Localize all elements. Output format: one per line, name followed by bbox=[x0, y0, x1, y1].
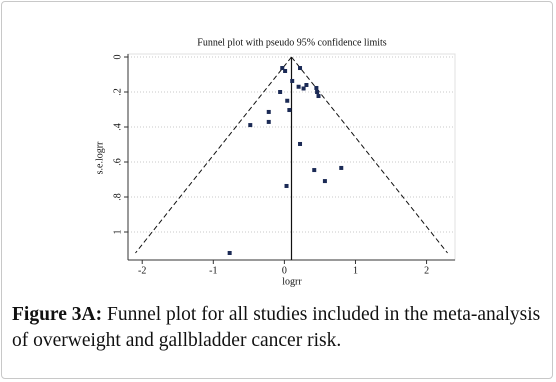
x-tick-label: 0 bbox=[282, 265, 287, 276]
study-point bbox=[296, 84, 301, 89]
x-tick-label: 2 bbox=[424, 265, 429, 276]
x-tick-label: -1 bbox=[209, 265, 217, 276]
study-point bbox=[322, 179, 327, 184]
study-point bbox=[285, 98, 290, 103]
study-point bbox=[339, 165, 344, 170]
study-point bbox=[227, 251, 232, 255]
y-axis-label: s.e.logrr bbox=[94, 141, 105, 174]
y-tick-label: .8 bbox=[112, 193, 123, 201]
study-point bbox=[248, 123, 253, 128]
study-point bbox=[278, 90, 283, 94]
study-point bbox=[290, 78, 295, 83]
x-tick-label: 1 bbox=[353, 265, 358, 276]
study-point bbox=[314, 85, 319, 90]
y-tick-label: .4 bbox=[112, 123, 123, 131]
x-tick-label: -2 bbox=[138, 265, 146, 276]
y-tick-label: .6 bbox=[112, 158, 123, 166]
caption-label: Figure 3A: bbox=[12, 304, 103, 325]
confidence-limit bbox=[135, 56, 292, 254]
figure-caption: Figure 3A: Funnel plot for all studies i… bbox=[12, 302, 548, 354]
study-point bbox=[298, 66, 303, 71]
study-point bbox=[283, 69, 288, 73]
study-point bbox=[266, 119, 271, 124]
chart: Funnel plot with pseudo 95% confidence l… bbox=[94, 37, 456, 287]
study-point bbox=[315, 90, 320, 94]
study-point bbox=[312, 168, 317, 173]
chart-title: Funnel plot with pseudo 95% confidence l… bbox=[197, 37, 387, 48]
study-point bbox=[280, 66, 285, 71]
x-axis-label: logrr bbox=[282, 276, 302, 287]
study-point bbox=[266, 109, 271, 114]
study-point bbox=[301, 86, 306, 91]
y-tick-label: 1 bbox=[112, 230, 123, 235]
caption-text: Funnel plot for all studies included in … bbox=[12, 304, 541, 351]
y-tick-label: .2 bbox=[112, 88, 123, 96]
study-point bbox=[316, 94, 321, 99]
study-point bbox=[287, 108, 292, 113]
study-point bbox=[284, 183, 289, 188]
y-tick-label: 0 bbox=[112, 55, 123, 60]
study-point bbox=[304, 83, 309, 87]
study-point bbox=[298, 141, 303, 146]
